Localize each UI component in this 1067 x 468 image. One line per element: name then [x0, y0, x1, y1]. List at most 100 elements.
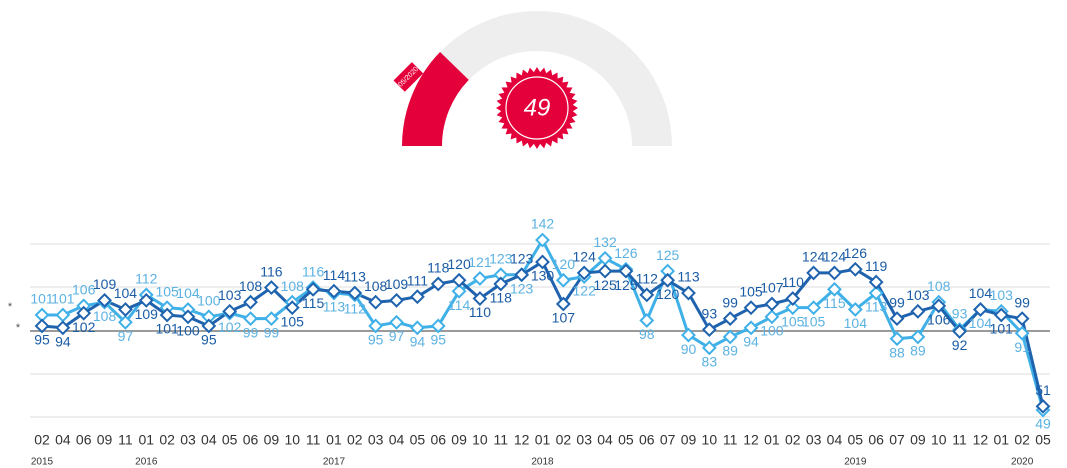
data-label: 130 — [531, 268, 555, 284]
data-label: 94 — [55, 333, 71, 349]
marker — [785, 291, 801, 306]
data-label: 112 — [135, 271, 158, 287]
x-tick-label: 10 — [472, 432, 488, 448]
data-label: 118 — [427, 260, 450, 276]
marker — [555, 272, 571, 288]
data-label: 97 — [118, 328, 134, 344]
gauge-track — [440, 11, 672, 147]
x-tick-label: 02 — [1014, 432, 1030, 448]
x-tick-label: 05 — [618, 432, 634, 448]
x-tick-label: 05 — [1035, 432, 1051, 448]
marker — [138, 292, 154, 308]
marker — [472, 271, 488, 286]
data-label: 51 — [1035, 382, 1051, 398]
data-label: 49 — [1035, 416, 1051, 432]
data-label: 90 — [681, 341, 697, 357]
data-label: 114 — [323, 267, 346, 283]
data-label: 101 — [30, 291, 54, 307]
marker — [910, 329, 926, 345]
data-label: 123 — [510, 250, 534, 266]
marker — [847, 261, 863, 277]
data-label: 132 — [593, 234, 617, 250]
data-label: 104 — [844, 315, 868, 331]
x-tick-label: 01 — [535, 432, 551, 448]
data-label: 142 — [531, 216, 555, 232]
data-label: 120 — [656, 286, 680, 302]
data-label: 114 — [448, 297, 471, 313]
marker — [76, 305, 92, 321]
marker — [514, 267, 530, 283]
marker — [389, 314, 404, 330]
data-label: 115 — [302, 295, 325, 311]
x-tick-label: 11 — [723, 432, 738, 448]
x-tick-label: 01 — [138, 432, 154, 448]
data-label: 93 — [952, 305, 968, 321]
data-label: 104 — [969, 315, 993, 331]
data-label: 91 — [1014, 339, 1030, 355]
x-tick-label: 09 — [97, 432, 113, 448]
marker — [409, 289, 425, 305]
marker — [973, 302, 988, 317]
data-label: 123 — [489, 250, 513, 266]
data-label: 103 — [990, 287, 1014, 303]
x-tick-label: 09 — [264, 432, 280, 448]
gauge-value-label: 49 — [524, 94, 551, 121]
data-label: 108 — [364, 278, 388, 294]
data-label: 118 — [490, 290, 513, 306]
x-tick-label: 12 — [973, 432, 989, 448]
marker — [118, 314, 133, 330]
data-label: 89 — [910, 343, 926, 359]
marker — [451, 283, 467, 299]
data-label: 97 — [389, 328, 405, 344]
marker — [347, 285, 363, 301]
marker — [910, 303, 926, 319]
marker — [889, 311, 905, 327]
marker — [827, 265, 842, 281]
data-label: 112 — [636, 271, 659, 287]
data-label: 95 — [368, 332, 384, 348]
x-tick-label: 06 — [243, 432, 259, 448]
gauge-value — [402, 52, 469, 146]
marker — [55, 320, 71, 336]
x-tick-label: 05 — [410, 432, 426, 448]
marker — [993, 307, 1009, 323]
data-label: 109 — [93, 276, 117, 292]
data-label: 105 — [802, 313, 826, 329]
marker — [931, 298, 947, 314]
marker — [389, 292, 404, 308]
data-label: 113 — [323, 299, 346, 315]
marker — [618, 263, 634, 279]
x-tick-label: 04 — [55, 432, 71, 448]
x-tick-label: 01 — [764, 432, 780, 448]
data-label: 100 — [197, 293, 221, 309]
marker — [785, 300, 801, 316]
data-label: 126 — [614, 245, 638, 261]
data-label: 108 — [927, 278, 951, 294]
marker — [806, 300, 822, 316]
marker — [868, 274, 884, 290]
data-label: 104 — [176, 285, 200, 301]
data-label: 83 — [702, 354, 718, 370]
marker — [493, 276, 509, 292]
x-tick-label: 10 — [931, 432, 947, 448]
marker — [243, 311, 258, 327]
x-tick-label: 03 — [368, 432, 384, 448]
date-tag-box — [393, 62, 424, 92]
data-label: 99 — [889, 294, 905, 310]
marker — [430, 276, 446, 292]
data-label: 103 — [218, 287, 242, 303]
data-label: 120 — [552, 256, 576, 272]
x-tick-label: 07 — [660, 432, 676, 448]
marker — [847, 302, 863, 317]
data-label: 113 — [865, 299, 888, 315]
x-tick-label: 09 — [681, 432, 697, 448]
x-tick-label: 03 — [576, 432, 592, 448]
marker — [263, 280, 279, 295]
marker — [55, 307, 71, 323]
year-label: 2018 — [531, 457, 554, 468]
marker — [576, 265, 592, 281]
data-label: 105 — [281, 313, 305, 329]
x-tick-label: 07 — [889, 432, 905, 448]
data-label: 89 — [722, 343, 738, 359]
